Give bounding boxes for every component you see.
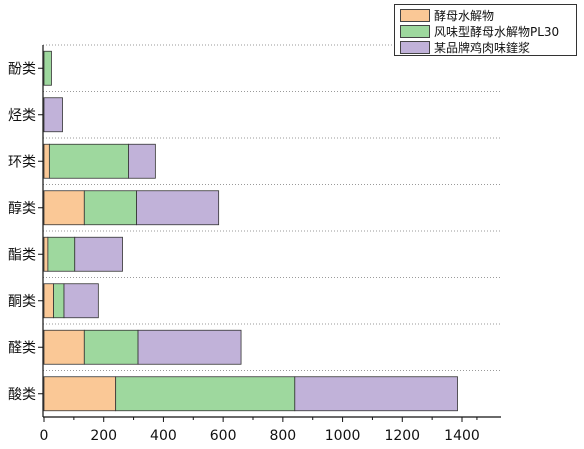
x-tick-label: 600: [210, 428, 237, 444]
category-label: 烃类: [8, 108, 36, 124]
bar-2-1: [43, 50, 52, 86]
bar-3-4: [136, 190, 220, 226]
bar-1-6: [43, 283, 54, 319]
bar-1-8: [43, 376, 117, 412]
bar-3-2: [43, 97, 63, 133]
x-tick-label: 200: [90, 428, 117, 444]
category-label: 酮类: [8, 294, 36, 310]
bar-2-5: [47, 236, 76, 272]
x-tick-label: 1000: [325, 428, 361, 444]
x-tick-label: 0: [40, 428, 49, 444]
bar-3-6: [63, 283, 99, 319]
legend-label-3: 某品牌鸡肉味鍷浆: [434, 40, 531, 55]
x-tick-label: 1200: [384, 428, 420, 444]
bar-1-7: [43, 329, 85, 365]
category-label: 酯类: [8, 247, 36, 263]
bar-1-5: [43, 236, 49, 272]
category-label: 酸类: [8, 387, 36, 403]
bar-3-8: [294, 376, 458, 412]
category-label: 环类: [8, 154, 36, 170]
category-label: 酚类: [8, 61, 36, 77]
legend-item-yeast-hydrolysate: 酵母水解物: [400, 7, 494, 23]
bar-1-3: [43, 143, 50, 179]
legend-label-1: 酵母水解物: [434, 8, 495, 23]
legend-swatch-3: [400, 40, 430, 54]
gridlines: [43, 44, 501, 371]
legend-item-chicken-paste: 某品牌鸡肉味鍷浆: [400, 39, 530, 55]
bars-layer: [43, 50, 458, 412]
x-tick-label: 800: [269, 428, 296, 444]
bar-3-3: [128, 143, 156, 179]
bar-1-4: [43, 190, 85, 226]
legend: 酵母水解物 风味型酵母水解物PL30 某品牌鸡肉味鍷浆: [394, 4, 577, 56]
legend-item-flavor-pl30: 风味型酵母水解物PL30: [400, 23, 559, 39]
bar-2-8: [115, 376, 296, 412]
legend-swatch-2: [400, 24, 430, 38]
bar-2-6: [53, 283, 65, 319]
bar-3-5: [74, 236, 123, 272]
legend-label-2: 风味型酵母水解物PL30: [434, 24, 560, 39]
bar-3-7: [137, 329, 242, 365]
x-tick-label: 1400: [444, 428, 480, 444]
legend-swatch-1: [400, 8, 430, 22]
bar-2-3: [48, 143, 129, 179]
category-label: 醛类: [8, 340, 36, 356]
bar-2-7: [83, 329, 139, 365]
bar-2-4: [83, 190, 137, 226]
category-label: 醇类: [8, 200, 36, 217]
x-tick-label: 400: [150, 428, 177, 444]
